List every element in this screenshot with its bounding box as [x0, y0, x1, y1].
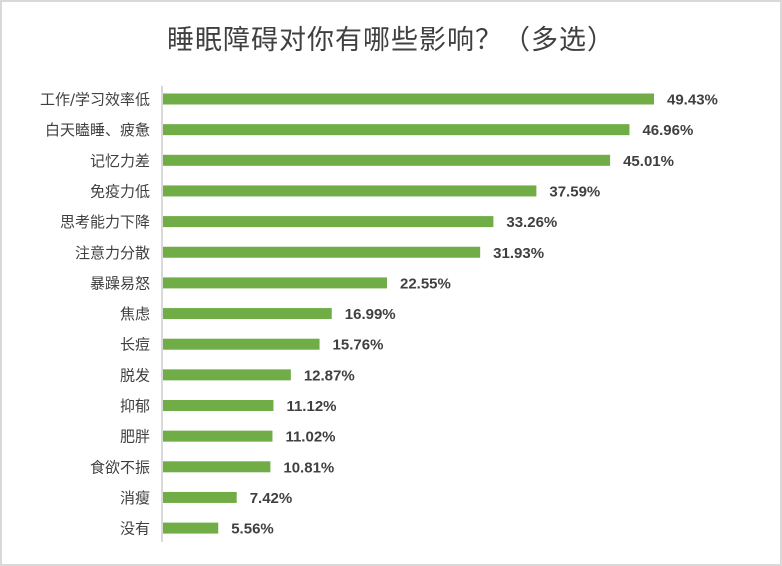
bar [163, 461, 271, 473]
category-label: 长痘 [120, 336, 150, 354]
bar [163, 246, 481, 258]
data-label: 45.01% [623, 153, 674, 170]
data-label: 11.12% [286, 398, 336, 415]
data-label: 33.26% [506, 214, 557, 231]
bar [163, 522, 219, 534]
data-label: 5.56% [231, 521, 274, 538]
bar [163, 308, 332, 320]
data-label: 49.43% [667, 92, 718, 109]
data-label: 10.81% [283, 459, 334, 476]
data-label: 12.87% [304, 367, 355, 384]
data-label: 31.93% [493, 245, 544, 262]
category-label: 食欲不振 [90, 458, 150, 476]
data-label: 7.42% [250, 490, 293, 507]
data-label: 11.02% [285, 429, 335, 446]
bar [163, 185, 537, 197]
category-label: 暴躁易怒 [90, 274, 150, 292]
bar [163, 277, 387, 289]
bar [163, 216, 494, 228]
data-label: 15.76% [333, 337, 384, 354]
bar [163, 338, 320, 350]
category-label: 肥胖 [120, 428, 150, 446]
data-label: 22.55% [400, 275, 451, 292]
bar [163, 369, 291, 381]
category-label: 免疫力低 [90, 182, 150, 200]
category-label: 抑郁 [120, 397, 150, 415]
bar [163, 400, 274, 411]
category-label: 注意力分散 [75, 244, 150, 262]
category-label: 焦虑 [120, 305, 150, 323]
category-label: 没有 [120, 520, 150, 538]
category-label: 工作/学习效率低 [40, 91, 150, 109]
data-label: 37.59% [549, 183, 600, 200]
category-label: 白天瞌睡、疲惫 [45, 121, 150, 139]
category-label: 消瘦 [120, 489, 150, 507]
data-label: 46.96% [642, 122, 693, 139]
data-label: 16.99% [345, 306, 396, 323]
bar [163, 124, 630, 136]
category-label: 思考能力下降 [60, 213, 150, 231]
category-label: 脱发 [120, 366, 150, 384]
bar [163, 430, 273, 442]
chart-title: 睡眠障碍对你有哪些影响？（多选） [167, 25, 615, 56]
category-label: 记忆力差 [90, 152, 150, 170]
bar [163, 154, 611, 166]
bar [163, 491, 237, 503]
bar [163, 93, 654, 105]
